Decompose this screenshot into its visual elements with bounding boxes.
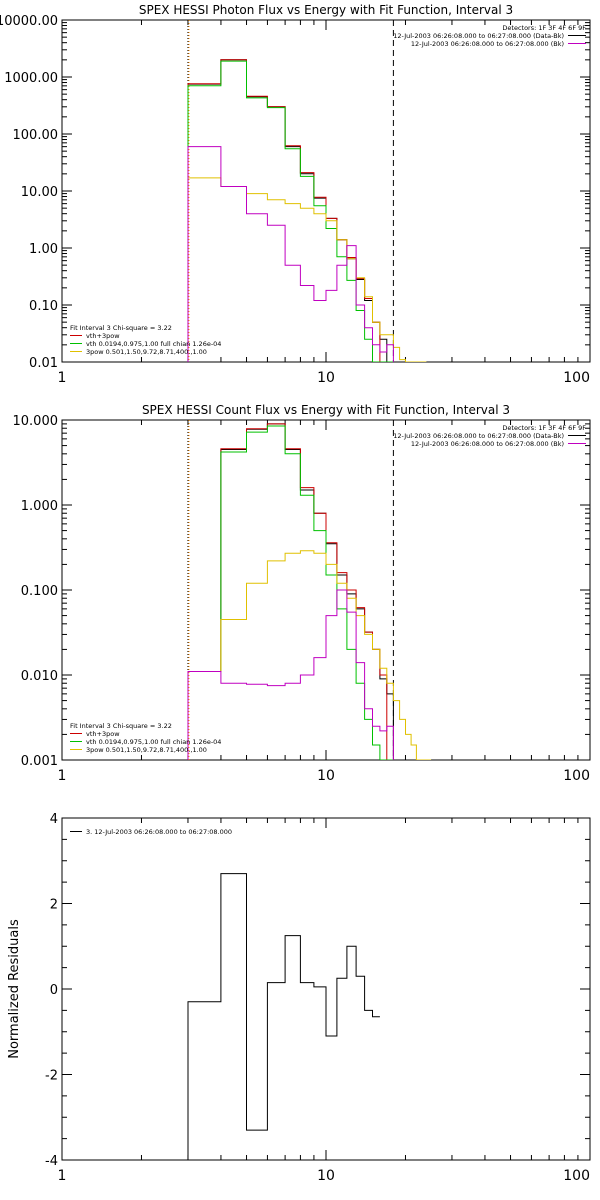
series-line-vth-3pow	[187, 59, 381, 362]
legend-entry: 3pow 0.501,1.50,9.72,8.71,400.,1.00	[86, 348, 207, 356]
count-flux-panel: SPEX HESSI Count Flux vs Energy with Fit…	[13, 403, 591, 784]
y-tick-label: 2	[50, 898, 58, 913]
y-tick-label: -2	[45, 1069, 58, 1084]
y-tick-label: 1.000	[21, 499, 58, 514]
series-line-3pow	[187, 177, 427, 362]
legend-header: Detectors: 1F 3F 4F 6F 9F	[502, 424, 586, 432]
legend-entry: 3. 12-Jul-2003 06:26:08.000 to 06:27:08.…	[86, 828, 232, 836]
series-line-bk	[187, 146, 394, 362]
series-line-data-bk	[187, 59, 388, 362]
series-line-vth-3pow	[187, 423, 388, 760]
series-line-bk	[187, 589, 394, 760]
chart-title: SPEX HESSI Photon Flux vs Energy with Fi…	[139, 3, 513, 17]
x-tick-label: 1	[58, 1168, 67, 1184]
y-tick-label: 0.100	[21, 584, 58, 599]
residuals-panel: 1 10 100 -4 -2 0 2 4 Normalized Residuals 3. 12-J…	[7, 812, 591, 1184]
y-tick-label: 0.01	[29, 356, 58, 371]
series-line-3pow	[187, 550, 432, 760]
plot-area	[187, 20, 427, 362]
y-tick-label: 100.00	[13, 128, 59, 143]
y-tick-label: 1.00	[29, 242, 58, 257]
photon-flux-panel: SPEX HESSI Photon Flux vs Energy with Fi…	[0, 3, 591, 386]
chart-title: SPEX HESSI Count Flux vs Energy with Fit…	[142, 403, 510, 417]
y-tick-label: 4	[50, 812, 58, 827]
legend-entry: vth+3pow	[86, 332, 120, 340]
x-tick-label: 10	[317, 370, 335, 386]
y-tick-label: 1000.00	[4, 71, 58, 86]
x-tick-label: 10	[317, 768, 335, 784]
series-line-vth	[187, 60, 394, 362]
legend-entry: vth 0.0194,0.975,1.00 full chian 1.26e-0…	[86, 340, 221, 348]
y-tick-label: 0.001	[21, 754, 58, 769]
series-line-vth	[187, 425, 394, 760]
legend-entry: vth+3pow	[86, 730, 120, 738]
x-tick-label: 1	[58, 768, 67, 784]
plot-frame	[61, 19, 591, 363]
legend-entry: 12-Jul-2003 06:26:08.000 to 06:27:08.000…	[393, 432, 564, 440]
y-tick-label: 0	[50, 983, 58, 998]
series-line-data-bk	[187, 423, 394, 760]
legend-header: Detectors: 1F 3F 4F 6F 9F	[502, 24, 586, 32]
y-tick-label: 0.010	[21, 669, 58, 684]
x-tick-label: 1	[58, 370, 67, 386]
y-tick-label: 10.000	[13, 414, 59, 429]
x-tick-label: 100	[563, 1168, 590, 1184]
x-tick-label: 100	[563, 768, 590, 784]
plot-area	[187, 873, 380, 1160]
y-tick-label: 0.10	[29, 299, 58, 314]
x-tick-label: 10	[317, 1168, 335, 1184]
series-line-3-12-jul-2003-06-26-08-000-to-06-27-08-000	[187, 873, 380, 1160]
legend-header: Fit Interval 3 Chi-square = 3.22	[70, 324, 172, 332]
y-axis-label: Normalized Residuals	[7, 919, 22, 1059]
y-tick-label: -4	[45, 1154, 58, 1169]
x-tick-label: 100	[563, 370, 590, 386]
legend-entry: 12-Jul-2003 06:26:08.000 to 06:27:08.000…	[411, 40, 564, 48]
plot-frame	[61, 419, 591, 761]
legend-entry: 12-Jul-2003 06:26:08.000 to 06:27:08.000…	[411, 440, 564, 448]
legend-entry: vth 0.0194,0.975,1.00 full chian 1.26e-0…	[86, 738, 221, 746]
legend-entry: 3pow 0.501,1.50,9.72,8.71,400.,1.00	[86, 746, 207, 754]
y-tick-label: 10000.00	[0, 14, 58, 29]
legend-entry: 12-Jul-2003 06:26:08.000 to 06:27:08.000…	[393, 32, 564, 40]
y-tick-label: 10.00	[21, 185, 58, 200]
plot-area	[187, 420, 432, 760]
legend-header: Fit Interval 3 Chi-square = 3.22	[70, 722, 172, 730]
